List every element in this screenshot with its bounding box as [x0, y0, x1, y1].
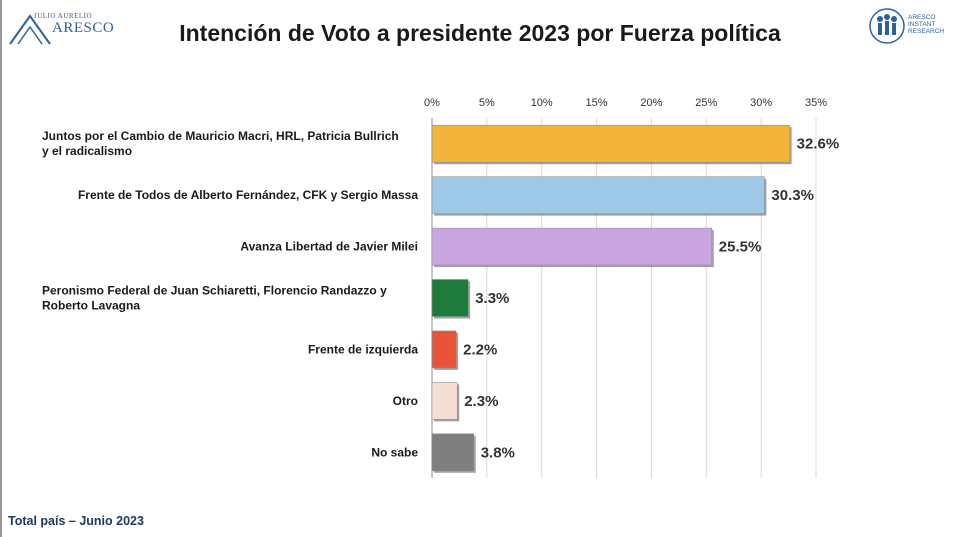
research-logo-mark	[869, 8, 905, 44]
aresco-logo-mark	[9, 14, 51, 45]
aresco-logo: JULIO AURELIO ARESCO	[8, 12, 114, 46]
bar	[431, 433, 474, 472]
x-tick-label: 20%	[640, 97, 662, 109]
category-label: Juntos por el Cambio de Mauricio Macri, …	[42, 129, 399, 143]
category-label: y el radicalismo	[42, 144, 132, 158]
data-label: 2.2%	[463, 341, 497, 358]
bar	[431, 382, 458, 420]
category-label: Frente de izquierda	[308, 342, 418, 356]
logo-right-text: ARESCO INSTANT RESEARCH	[908, 14, 944, 35]
data-label: 3.3%	[475, 290, 509, 307]
category-label: Peronismo Federal de Juan Schiaretti, Fl…	[42, 284, 387, 298]
data-label: 30.3%	[771, 187, 814, 204]
category-label: Otro	[393, 394, 418, 408]
category-label: Frente de Todos de Alberto Fernández, CF…	[78, 188, 418, 202]
category-label: No sabe	[371, 445, 418, 459]
bar	[431, 279, 469, 317]
logo-right-line: RESEARCH	[908, 28, 945, 35]
aresco-instant-research-logo: ARESCO INSTANT RESEARCH	[868, 6, 956, 48]
logo-left-big: ARESCO	[52, 20, 115, 36]
x-tick-label: 30%	[750, 97, 772, 109]
data-label: 25.5%	[719, 239, 762, 256]
bar	[431, 330, 457, 369]
chart-title: Intención de Voto a presidente 2023 por …	[179, 20, 781, 46]
x-tick-label: 15%	[586, 97, 608, 109]
x-tick-label: 25%	[695, 97, 717, 109]
data-label: 32.6%	[797, 136, 840, 153]
category-label: Avanza Libertad de Javier Milei	[240, 240, 418, 254]
category-label: Roberto Lavagna	[42, 299, 140, 313]
data-label: 3.8%	[481, 444, 515, 461]
x-tick-label: 10%	[531, 97, 553, 109]
bar	[431, 227, 713, 266]
x-tick-label: 35%	[805, 97, 827, 109]
left-border	[0, 0, 2, 537]
logo-left-small: JULIO AURELIO	[34, 12, 93, 20]
bar	[431, 176, 765, 214]
bar	[431, 124, 790, 163]
footer-note: Total país – Junio 2023	[8, 514, 144, 528]
data-label: 2.3%	[464, 393, 498, 410]
x-tick-label: 5%	[479, 97, 495, 109]
logo-right-line: INSTANT	[908, 21, 936, 28]
x-tick-label: 0%	[424, 97, 440, 109]
logo-right-line: ARESCO	[908, 14, 936, 21]
